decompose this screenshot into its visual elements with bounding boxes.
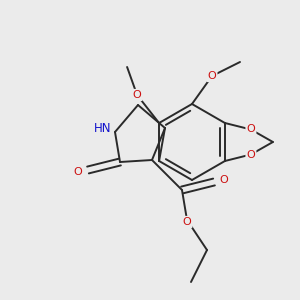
- Text: O: O: [247, 149, 255, 160]
- Text: O: O: [133, 90, 142, 100]
- Text: O: O: [183, 217, 191, 227]
- Text: O: O: [220, 175, 228, 185]
- Text: O: O: [208, 71, 216, 81]
- Text: O: O: [74, 167, 82, 177]
- Text: HN: HN: [94, 122, 112, 134]
- Text: O: O: [247, 124, 255, 134]
